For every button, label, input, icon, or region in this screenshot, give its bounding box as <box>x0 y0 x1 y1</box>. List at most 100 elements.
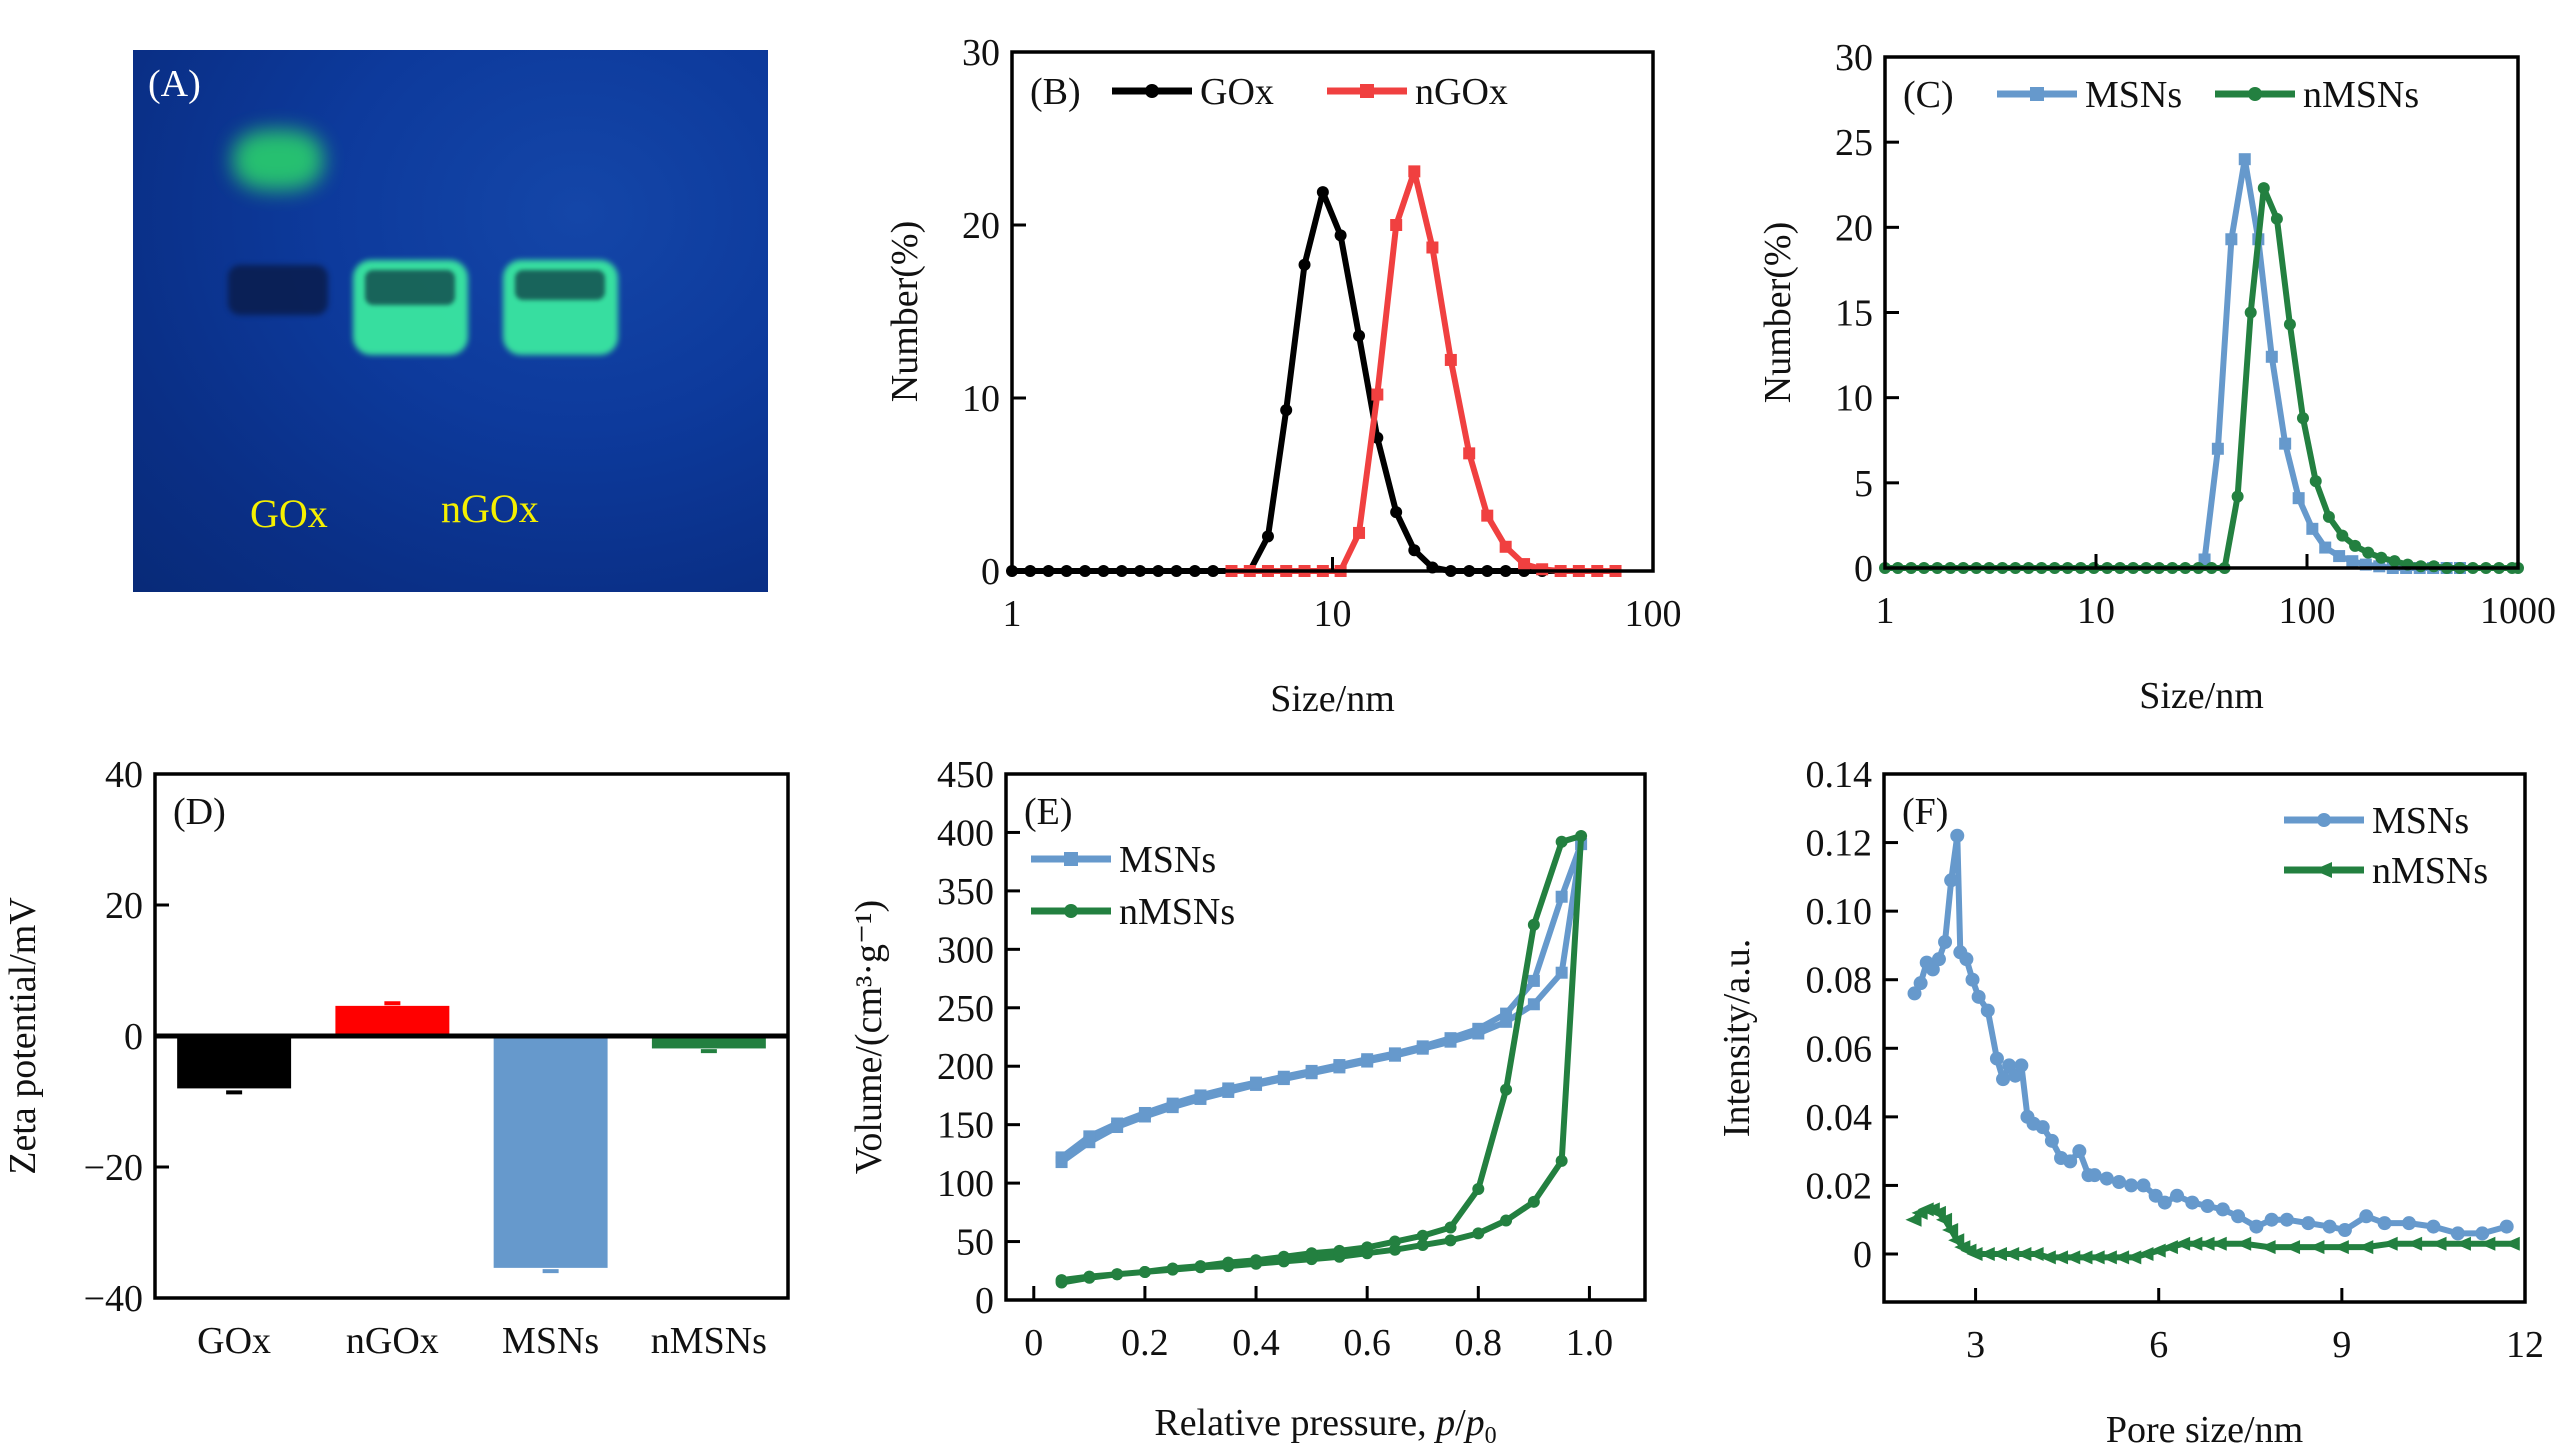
legend-label-msns: MSNs <box>1119 839 1216 881</box>
y-tick-label: 150 <box>937 1105 994 1147</box>
data-point-nmsns <box>2381 1236 2398 1251</box>
y-axis-label: Volume/(cm³·g⁻¹) <box>848 900 890 1174</box>
gel-photo-panel-a: (A) GOx nGOx <box>133 50 768 592</box>
data-point-nmsns <box>2309 475 2322 488</box>
y-tick-label: −20 <box>84 1147 143 1189</box>
data-point-nmsns <box>1575 829 1588 842</box>
series-line-gox <box>1012 189 1616 574</box>
data-point-nmsns <box>1935 1212 1953 1227</box>
data-point-nmsns <box>2388 555 2401 568</box>
data-point-msns <box>2198 553 2211 566</box>
data-point-msns <box>1277 1070 1290 1083</box>
data-point-nmsns <box>1942 1223 1959 1237</box>
panel-label-f: (F) <box>1902 791 1948 833</box>
data-point-nmsns <box>1500 1214 1513 1227</box>
data-point-msns <box>1444 1032 1457 1045</box>
data-point-nmsns <box>1388 1235 1401 1248</box>
data-point-msns <box>2136 1178 2151 1193</box>
legend-label-nmsns: nMSNs <box>1119 891 1235 933</box>
panel-c-size-distribution: 0 5 10 15 20 25 30 1 10 100 1000 Size/nm Number(%) (C… <box>1757 37 2556 717</box>
y-tick-label: 100 <box>937 1163 994 1205</box>
x-tick-label: nMSNs <box>651 1320 767 1362</box>
y-tick-label: 0.10 <box>1806 891 1873 933</box>
data-point-nmsns <box>1222 1256 1235 1269</box>
series-line-msns <box>2201 156 2460 571</box>
y-tick-label: 10 <box>1835 378 1873 420</box>
bar-ngox <box>335 1005 450 1036</box>
gox-well <box>228 265 328 315</box>
data-point-msns <box>1555 966 1568 979</box>
data-point-nmsns <box>1166 1262 1179 1275</box>
data-point-msns <box>2265 350 2278 363</box>
data-point-msns <box>1472 1022 1485 1035</box>
data-point-msns <box>2087 1168 2102 1183</box>
data-point-msns <box>2249 1219 2264 1234</box>
y-tick-label: 200 <box>937 1046 994 1088</box>
data-point-nmsns <box>2479 1236 2496 1251</box>
data-point-msns <box>1361 1053 1374 1066</box>
data-point-nmsns <box>2349 539 2362 552</box>
plot-frame <box>1882 772 2527 1304</box>
data-point-nmsns <box>2430 1236 2447 1251</box>
data-point-msns <box>1305 1064 1318 1077</box>
y-tick-label: 0.02 <box>1806 1165 1873 1207</box>
data-point-nmsns <box>2003 1247 2020 1261</box>
data-point-nmsns <box>1444 1234 1457 1247</box>
data-point-msns <box>1913 976 1928 991</box>
data-point-nmsns <box>2257 182 2270 195</box>
data-point-msns <box>2322 1219 2337 1234</box>
data-point-msns <box>1944 873 1959 888</box>
data-point-nmsns <box>2051 1250 2069 1265</box>
x-tick-label: 100 <box>2279 590 2336 632</box>
y-tick-label: 0 <box>1854 548 1873 590</box>
data-point-nmsns <box>1527 1195 1540 1208</box>
lane-label-ngox: nGOx <box>441 486 539 531</box>
data-point-nmsns <box>1333 1244 1346 1257</box>
data-point-msns <box>1416 1040 1429 1053</box>
panel-label-a: (A) <box>148 63 201 105</box>
legend-marker-gox <box>1145 84 1159 98</box>
data-point-nmsns <box>2076 1250 2093 1265</box>
data-point-ngox <box>1463 447 1476 460</box>
data-point-ngox <box>1390 219 1403 231</box>
y-tick-label: 40 <box>105 754 143 796</box>
data-point-msns <box>2200 1199 2215 1213</box>
data-point-ngox <box>1408 165 1421 178</box>
y-tick-label: 0.12 <box>1806 823 1873 865</box>
data-point-msns <box>2099 1171 2114 1186</box>
panel-b-size-distribution: 0 10 20 30 1 10 100 Size/nm Number(%) (B) GOx nGOx <box>884 32 1682 720</box>
data-point-nmsns <box>1277 1250 1290 1263</box>
data-point-msns <box>1111 1117 1124 1130</box>
data-point-nmsns <box>1083 1270 1096 1283</box>
legend-marker-nmsns <box>1064 904 1078 918</box>
data-point-msns <box>1925 962 1940 977</box>
data-point-ngox <box>1444 353 1457 366</box>
data-point-msns <box>2157 1195 2172 1210</box>
data-point-msns <box>2377 1216 2392 1231</box>
x-tick-label: MSNs <box>502 1320 599 1362</box>
data-point-msns <box>2008 1068 2023 1083</box>
lane-label-gox: GOx <box>250 491 328 536</box>
y-tick-label: 0 <box>975 1280 994 1322</box>
x-tick-label: 10 <box>2077 590 2115 632</box>
data-point-msns <box>1388 1047 1401 1060</box>
data-point-msns <box>2231 1209 2246 1224</box>
y-axis-label: Zeta potential/mV <box>2 897 44 1175</box>
data-point-msns <box>1083 1130 1096 1143</box>
x-tick-label: 0.6 <box>1343 1322 1391 1364</box>
data-point-nmsns <box>2332 1240 2349 1255</box>
data-point-gox <box>1390 506 1403 519</box>
data-point-nmsns <box>1111 1268 1124 1281</box>
data-point-nmsns <box>2088 1250 2105 1265</box>
data-point-msns <box>1931 952 1946 967</box>
data-point-nmsns <box>2137 1247 2154 1261</box>
data-point-msns <box>1055 1151 1068 1164</box>
data-point-msns <box>2301 1216 2316 1231</box>
x-tick-label: 100 <box>1625 593 1682 635</box>
legend-marker-msns <box>2030 87 2044 101</box>
plot-frame <box>1883 55 2520 570</box>
y-tick-label: 350 <box>937 871 994 913</box>
data-point-msns <box>1333 1059 1346 1072</box>
data-point-msns <box>2333 550 2346 563</box>
data-point-ngox <box>1518 558 1531 571</box>
